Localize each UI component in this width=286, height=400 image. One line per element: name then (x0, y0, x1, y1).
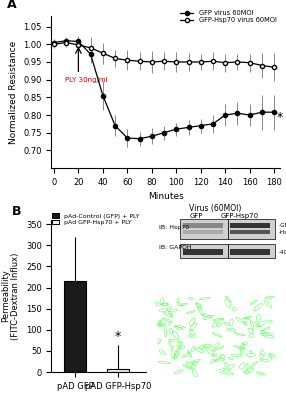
Legend: pAd-Control (GFP) + PLY, pAd GFP-Hsp70 + PLY: pAd-Control (GFP) + PLY, pAd GFP-Hsp70 +… (50, 211, 142, 228)
FancyBboxPatch shape (183, 223, 223, 228)
Text: *: * (277, 111, 283, 124)
FancyBboxPatch shape (180, 244, 228, 258)
FancyBboxPatch shape (183, 230, 223, 234)
Text: -GFP-Hsp70: -GFP-Hsp70 (279, 223, 286, 228)
Text: HLMVEC: HLMVEC (199, 366, 231, 376)
Bar (107, 369, 129, 372)
FancyBboxPatch shape (230, 230, 270, 234)
Y-axis label: Permeability
(FITC-Dextran Influx): Permeability (FITC-Dextran Influx) (1, 252, 20, 340)
FancyBboxPatch shape (228, 244, 275, 258)
Text: GFP: GFP (190, 213, 203, 219)
Bar (64, 281, 86, 372)
FancyBboxPatch shape (230, 223, 270, 228)
X-axis label: Minutes: Minutes (148, 192, 184, 201)
Y-axis label: Normalized Resistance: Normalized Resistance (9, 40, 18, 144)
Text: A: A (7, 0, 17, 11)
FancyBboxPatch shape (230, 249, 270, 255)
Text: -40kDa: -40kDa (279, 250, 286, 254)
Text: PLY 30ng/ml: PLY 30ng/ml (65, 77, 108, 83)
Text: IB: GAPDH: IB: GAPDH (159, 245, 192, 250)
Text: Virus (60MOI): Virus (60MOI) (189, 204, 241, 213)
Text: -Hsp70: -Hsp70 (279, 230, 286, 235)
FancyBboxPatch shape (180, 219, 228, 239)
FancyBboxPatch shape (183, 249, 223, 255)
Text: B: B (12, 205, 21, 218)
Legend: GFP virus 60MOI, GFP-Hsp70 virus 60MOI: GFP virus 60MOI, GFP-Hsp70 virus 60MOI (177, 7, 279, 26)
FancyBboxPatch shape (228, 219, 275, 239)
Text: *: * (115, 330, 121, 343)
Text: GFP-Hsp70: GFP-Hsp70 (221, 213, 259, 219)
Text: IB: Hsp70: IB: Hsp70 (159, 225, 189, 230)
